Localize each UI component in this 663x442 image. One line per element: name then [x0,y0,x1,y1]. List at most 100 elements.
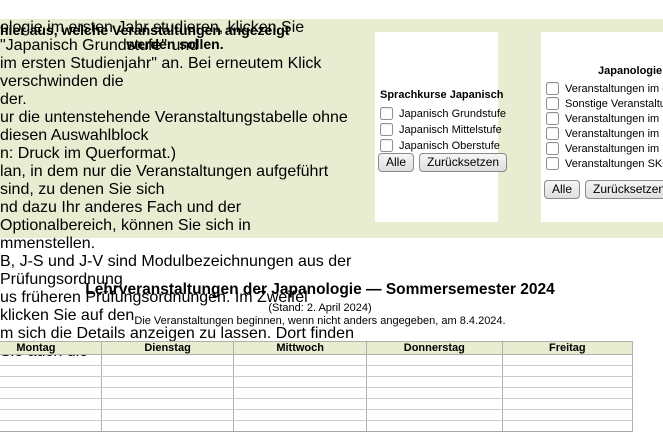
timetable-empty-cell [0,354,102,366]
timetable-empty-cell [100,387,235,399]
timetable-empty-cell [0,376,102,388]
timetable-empty-cell [501,387,634,399]
checkbox-veranstaltungen-1[interactable] [546,82,559,95]
column-header-donnerstag: Donnerstag [366,341,503,355]
checkbox-label: Japanisch Mittelstufe [399,123,502,136]
timetable-row [0,354,634,366]
intro-heading-line-2: werden sollen. [126,36,224,52]
timetable-empty-cell [501,420,634,432]
checkbox-label: Veranstaltungen im M [565,142,663,155]
checkbox-row-veranstaltungen-6[interactable]: Veranstaltungen SKO [546,157,663,170]
timetable-empty-cell [366,409,503,421]
timetable-empty-cell [100,365,235,377]
timetable-empty-cell [233,354,367,366]
intro-paragraph-line: im ersten Studienjahr" an. Bei erneutem … [0,55,322,90]
intro-paragraph-line: us früheren Prüfungsordnungen. Im Zweife… [0,289,308,324]
checkbox-japanisch-grundstufe[interactable] [380,107,393,120]
filter-panel: hier aus, welche Veranstaltungen angezei… [0,19,663,360]
timetable-empty-cell [100,354,235,366]
checkbox-label: Veranstaltungen SKO [565,157,663,170]
timetable-empty-cell [501,376,634,388]
timetable-empty-cell [501,409,634,421]
timetable-empty-cell [0,420,102,432]
timetable-empty-cell [100,420,235,432]
timetable-row [0,398,634,410]
timetable-empty-cell [501,365,634,377]
filter-box-sprachkurse: Sprachkurse Japanisch Japanisch Grundstu… [375,32,508,222]
timetable-empty-cell [0,387,102,399]
timetable-row [0,409,634,421]
column-header-freitag: Freitag [501,341,634,355]
timetable-empty-cell [233,387,367,399]
checkbox-row-veranstaltungen-3[interactable]: Veranstaltungen im M [546,112,663,125]
filter-box-japanologie: Japanologie + Veranstaltungen im er Sons… [541,32,663,222]
japanologie-zuruecksetzen-button[interactable]: Zurücksetzen [585,180,663,199]
timetable-empty-cell [233,398,367,410]
column-header-dienstag: Dienstag [100,341,235,355]
timetable-empty-cell [501,398,634,410]
checkbox-row-veranstaltungen-1[interactable]: Veranstaltungen im er [546,82,663,95]
checkbox-veranstaltungen-2[interactable] [546,97,559,110]
intro-paragraph-line: nd dazu Ihr anderes Fach und der Optiona… [0,199,251,234]
checkbox-row-japanisch-grundstufe[interactable]: Japanisch Grundstufe [380,107,506,120]
checkbox-veranstaltungen-5[interactable] [546,142,559,155]
checkbox-label: Sonstige Veranstaltun [565,97,663,110]
timetable-empty-cell [233,420,367,432]
checkbox-japanisch-oberstufe[interactable] [380,139,393,152]
japanologie-heading: Japanologie + [598,65,663,77]
checkbox-label: Veranstaltungen im er [565,82,663,95]
timetable-row [0,365,634,377]
timetable-empty-cell [0,409,102,421]
checkbox-row-veranstaltungen-5[interactable]: Veranstaltungen im M [546,142,663,155]
checkbox-veranstaltungen-6[interactable] [546,157,559,170]
checkbox-row-japanisch-oberstufe[interactable]: Japanisch Oberstufe [380,139,500,152]
sprachkurse-heading: Sprachkurse Japanisch [380,89,504,101]
semester-start-note: Die Veranstaltungen beginnen, wenn nicht… [134,315,506,327]
timetable-row [0,420,634,432]
checkbox-label: Japanisch Grundstufe [399,107,507,120]
sprachkurse-zuruecksetzen-button[interactable]: Zurücksetzen [419,153,508,172]
timetable-empty-cell [366,420,503,432]
checkbox-label: Japanisch Oberstufe [399,139,500,152]
timetable-empty-cell [366,398,503,410]
timetable-header-row: Montag Dienstag Mittwoch Donnerstag Frei… [0,341,634,355]
checkbox-label: Veranstaltungen im M [565,127,663,140]
intro-paragraph-line: ologie im ersten Jahr studieren, klicken… [0,19,305,54]
timetable-empty-cell [100,376,235,388]
timetable-empty-cell [501,354,634,366]
intro-text-block: hier aus, welche Veranstaltungen angezei… [0,19,360,360]
checkbox-veranstaltungen-3[interactable] [546,112,559,125]
stand-date: (Stand: 2. April 2024) [268,302,372,314]
page-title: Lehrveranstaltungen der Japanologie — So… [85,281,555,298]
timetable-empty-cell [0,365,102,377]
timetable-empty-cell [233,409,367,421]
timetable-row [0,387,634,399]
intro-heading-line-1: hier aus, welche Veranstaltungen angezei… [0,22,290,38]
timetable-empty-cell [366,354,503,366]
japanologie-alle-button[interactable]: Alle [544,180,581,199]
timetable-empty-cell [233,365,367,377]
checkbox-row-veranstaltungen-4[interactable]: Veranstaltungen im M [546,127,663,140]
timetable-empty-cell [366,365,503,377]
sprachkurse-alle-button[interactable]: Alle [378,153,415,172]
checkbox-veranstaltungen-4[interactable] [546,127,559,140]
intro-paragraph-line: ur die untenstehende Veranstaltungstabel… [0,109,348,144]
timetable-empty-cell [366,376,503,388]
timetable-empty-cell [100,409,235,421]
intro-paragraph-line: n: Druck im Querformat.) [0,145,177,162]
checkbox-japanisch-mittelstufe[interactable] [380,123,393,136]
checkbox-row-veranstaltungen-2[interactable]: Sonstige Veranstaltun [546,97,663,110]
timetable-empty-cell [366,387,503,399]
column-header-mittwoch: Mittwoch [233,341,367,355]
timetable-empty-cell [0,398,102,410]
checkbox-label: Veranstaltungen im M [565,112,663,125]
intro-paragraph-line: B, J-S und J-V sind Modulbezeichnungen a… [0,253,352,288]
timetable-row [0,376,634,388]
timetable-empty-cell [100,398,235,410]
intro-paragraph-line: mmenstellen. [0,235,96,252]
timetable: Montag Dienstag Mittwoch Donnerstag Frei… [0,341,634,432]
intro-paragraph-line: lan, in dem nur die Veranstaltungen aufg… [0,163,329,198]
intro-paragraph-line: der. [0,91,27,108]
checkbox-row-japanisch-mittelstufe[interactable]: Japanisch Mittelstufe [380,123,502,136]
